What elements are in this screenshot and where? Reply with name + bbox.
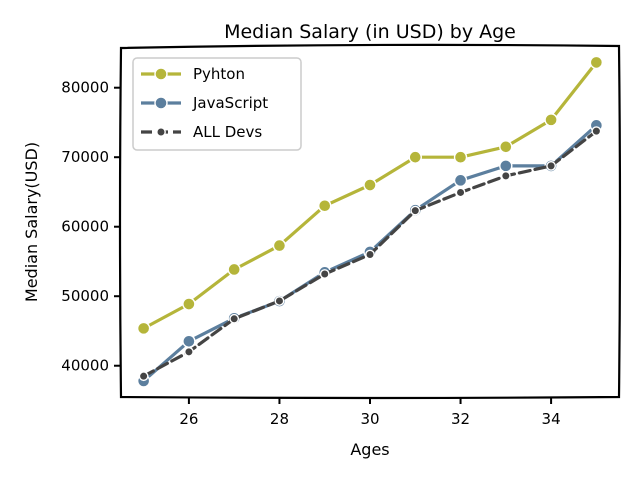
data-point	[184, 346, 194, 357]
data-point	[499, 140, 513, 154]
legend-item: JavaScript	[141, 94, 268, 112]
y-tick-label: 80000	[61, 79, 109, 97]
legend-label: JavaScript	[192, 94, 268, 112]
chart-title: Median Salary (in USD) by Age	[224, 21, 516, 43]
data-point	[138, 371, 149, 382]
x-axis-ticks: 26 28 30 32 34	[179, 397, 561, 428]
data-point	[544, 113, 558, 127]
data-point	[500, 170, 511, 181]
data-point	[546, 161, 556, 171]
data-point	[408, 150, 422, 164]
data-point	[589, 55, 604, 70]
series-pyhton	[136, 55, 604, 336]
y-axis-ticks: 40000 50000 60000 70000 80000	[61, 79, 121, 375]
x-axis-label: Ages	[350, 440, 389, 459]
y-tick-label: 60000	[61, 218, 109, 236]
legend-marker	[154, 67, 168, 81]
data-point	[365, 249, 375, 260]
legend-marker	[156, 127, 166, 137]
series-all-devs	[138, 126, 602, 382]
y-axis-label: Median Salary(USD)	[22, 142, 41, 302]
data-point	[363, 178, 377, 192]
legend-marker	[154, 96, 168, 110]
y-tick-label: 50000	[61, 287, 109, 305]
axes-frame	[118, 43, 622, 400]
data-point	[453, 173, 468, 188]
legend-item: ALL Devs	[141, 123, 262, 141]
x-tick-label: 30	[360, 410, 379, 428]
data-point	[318, 199, 332, 213]
data-point	[410, 205, 421, 216]
data-point	[274, 296, 285, 306]
legend-item: Pyhton	[141, 65, 245, 83]
x-tick-label: 34	[542, 410, 561, 428]
legend: Pyhton JavaScript ALL Devs	[132, 57, 302, 151]
x-tick-label: 26	[179, 410, 198, 428]
legend-label: Pyhton	[193, 65, 245, 83]
data-point	[591, 126, 602, 137]
data-point	[453, 150, 468, 164]
data-point	[182, 297, 196, 311]
data-point	[227, 262, 241, 277]
plot-area	[118, 43, 622, 400]
data-point	[229, 313, 240, 324]
data-point	[136, 321, 151, 336]
x-tick-label: 28	[270, 410, 289, 428]
legend-label: ALL Devs	[193, 123, 262, 141]
data-point	[182, 334, 196, 348]
y-tick-label: 40000	[61, 357, 109, 375]
legend-box	[132, 57, 302, 151]
data-point	[455, 187, 466, 198]
data-point	[499, 159, 513, 173]
x-tick-label: 32	[451, 410, 470, 428]
data-point	[319, 269, 330, 279]
data-point	[272, 238, 287, 253]
y-tick-label: 70000	[61, 148, 109, 166]
